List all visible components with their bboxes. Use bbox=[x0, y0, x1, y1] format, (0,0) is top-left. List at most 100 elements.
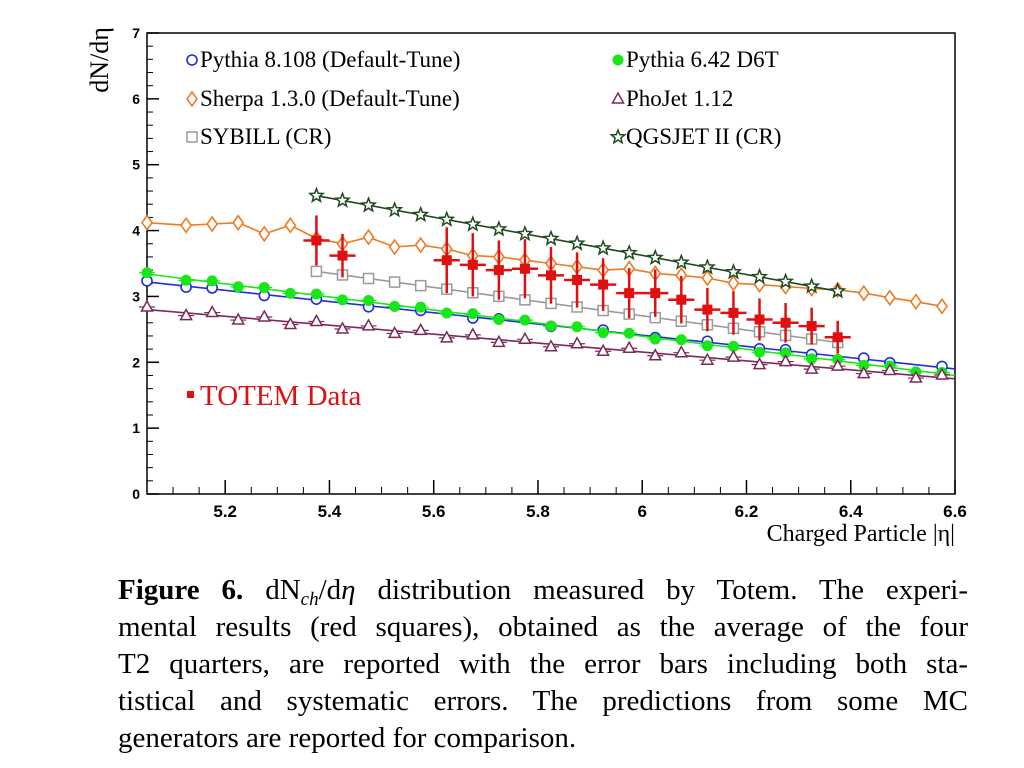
legend-item: Pythia 8.108 (Default-Tune) bbox=[186, 47, 460, 72]
data-point bbox=[206, 275, 218, 287]
data-point bbox=[571, 321, 583, 333]
data-point bbox=[519, 314, 531, 326]
data-point bbox=[362, 228, 375, 246]
data-point bbox=[284, 287, 296, 299]
data-point bbox=[387, 325, 402, 339]
data-point bbox=[752, 357, 767, 370]
data-point bbox=[307, 186, 326, 203]
data-point bbox=[830, 358, 845, 371]
x-axis-label: Charged Particle |η| bbox=[767, 521, 955, 547]
data-point bbox=[141, 214, 153, 232]
data-point bbox=[806, 321, 817, 332]
data-point bbox=[778, 354, 793, 367]
data-point bbox=[363, 295, 375, 307]
data-point bbox=[205, 304, 219, 318]
figure-caption: Figure 6. dNch/dη distribution measured … bbox=[118, 572, 968, 757]
legend-item: SYBILL (CR) bbox=[186, 124, 331, 149]
caption-line-3: T2 quarters, are reported with the error… bbox=[118, 648, 968, 680]
data-point bbox=[519, 263, 530, 274]
data-point bbox=[284, 216, 297, 234]
data-point bbox=[206, 215, 219, 233]
data-point bbox=[441, 255, 452, 266]
data-point bbox=[620, 243, 638, 261]
data-point bbox=[598, 279, 609, 290]
y-tick-label: 0 bbox=[132, 486, 140, 502]
data-point bbox=[516, 224, 534, 242]
data-point bbox=[754, 346, 766, 358]
data-point bbox=[650, 288, 661, 299]
data-point bbox=[624, 288, 635, 299]
data-point bbox=[467, 308, 479, 320]
legend-item: Pythia 6.42 D6T bbox=[612, 47, 779, 72]
data-point bbox=[232, 214, 245, 232]
data-point bbox=[441, 307, 453, 319]
legend-item: Sherpa 1.3.0 (Default-Tune) bbox=[186, 86, 460, 111]
data-point bbox=[361, 318, 376, 331]
data-point bbox=[726, 349, 741, 362]
data-point bbox=[776, 272, 795, 290]
data-point bbox=[337, 250, 348, 261]
data-point bbox=[727, 274, 740, 292]
data-point bbox=[311, 235, 322, 246]
series-3 bbox=[139, 299, 956, 383]
legend-marker bbox=[186, 54, 198, 66]
data-point bbox=[438, 210, 456, 227]
data-point bbox=[780, 317, 791, 328]
caption-line-4: tistical and systematic errors. The pred… bbox=[118, 685, 968, 717]
legend-label: TOTEM Data bbox=[200, 380, 361, 412]
y-tick-label: 3 bbox=[132, 288, 140, 304]
legend-label: Pythia 8.108 (Default-Tune) bbox=[200, 47, 460, 72]
data-point bbox=[754, 314, 765, 325]
data-point bbox=[570, 336, 584, 349]
data-point bbox=[413, 322, 428, 336]
data-point bbox=[439, 330, 454, 343]
series-1 bbox=[139, 267, 956, 379]
series-5 bbox=[307, 186, 847, 299]
legend-item: QGSJET II (CR) bbox=[609, 124, 781, 149]
data-point bbox=[804, 361, 819, 374]
data-point bbox=[546, 270, 556, 281]
data-point bbox=[310, 265, 323, 278]
x-tick-label: 6.4 bbox=[839, 502, 863, 521]
data-point bbox=[388, 276, 401, 288]
data-point bbox=[649, 333, 661, 345]
legend-label: SYBILL (CR) bbox=[200, 124, 331, 149]
y-tick-label: 6 bbox=[132, 91, 140, 107]
data-point bbox=[674, 345, 689, 358]
x-tick-label: 6.6 bbox=[943, 502, 967, 521]
data-point bbox=[333, 191, 352, 208]
data-point bbox=[544, 339, 558, 352]
data-point bbox=[675, 334, 687, 346]
legend-item: PhoJet 1.12 bbox=[611, 86, 733, 111]
data-point bbox=[648, 348, 663, 361]
chart: 0 1 2 3 4 5 6 7 5.2 5.4 5.6 5.8 6 6.2 6.4 6.6 Pythia 8.… bbox=[85, 25, 967, 547]
data-point bbox=[257, 309, 272, 322]
legend-marker bbox=[612, 54, 624, 66]
data-point bbox=[935, 297, 948, 315]
data-point bbox=[359, 196, 378, 213]
legend-marker bbox=[187, 391, 194, 398]
x-tick-label: 6.2 bbox=[735, 502, 759, 521]
data-point bbox=[829, 282, 847, 299]
x-tick-label: 5.2 bbox=[213, 502, 237, 521]
data-point bbox=[623, 327, 635, 339]
plot-frame bbox=[146, 32, 956, 495]
legend: Pythia 8.108 (Default-Tune) Sherpa 1.3.0 … bbox=[186, 47, 781, 412]
data-point bbox=[362, 272, 375, 285]
caption-line-1: Figure 6. dNch/dη distribution measured … bbox=[118, 574, 969, 610]
data-point bbox=[140, 299, 154, 312]
data-point bbox=[467, 259, 478, 270]
y-tick-label: 7 bbox=[132, 25, 140, 41]
data-point bbox=[702, 304, 713, 315]
x-tick-label: 6 bbox=[637, 502, 646, 521]
data-point bbox=[493, 265, 504, 276]
data-point bbox=[388, 238, 401, 256]
axes: 0 1 2 3 4 5 6 7 5.2 5.4 5.6 5.8 6 6.2 6.4 6.6 bbox=[132, 25, 967, 521]
x-tick-label: 5.8 bbox=[526, 502, 550, 521]
y-tick-label: 1 bbox=[132, 420, 140, 436]
data-point bbox=[596, 343, 610, 357]
data-point bbox=[832, 332, 843, 343]
data-point bbox=[701, 269, 714, 287]
data-point bbox=[728, 307, 739, 318]
data-point bbox=[698, 258, 717, 275]
